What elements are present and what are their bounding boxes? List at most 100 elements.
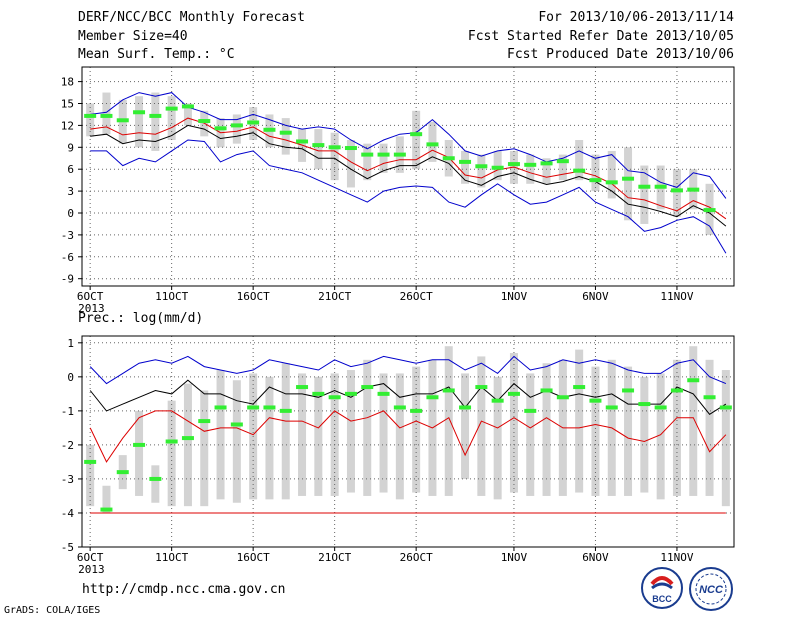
x-tick-label: 16OCT bbox=[237, 551, 270, 564]
spread-box bbox=[640, 165, 649, 224]
spread-box bbox=[509, 353, 518, 493]
median-marker bbox=[703, 395, 716, 400]
median-marker bbox=[491, 398, 504, 403]
spread-box bbox=[461, 150, 470, 184]
spread-box bbox=[298, 373, 307, 496]
median-marker bbox=[377, 391, 390, 396]
median-marker bbox=[475, 385, 488, 390]
median-marker bbox=[361, 385, 374, 390]
median-marker bbox=[654, 405, 667, 410]
median-marker bbox=[377, 152, 390, 157]
median-marker bbox=[133, 110, 146, 115]
spread-box bbox=[721, 370, 730, 507]
median-marker bbox=[638, 402, 651, 407]
x-tick-label: 26OCT bbox=[400, 290, 433, 303]
spread-box bbox=[689, 346, 698, 496]
y-tick-label: 18 bbox=[61, 76, 74, 89]
spread-box bbox=[477, 154, 486, 188]
spread-box bbox=[672, 359, 681, 496]
median-marker bbox=[442, 388, 455, 393]
median-marker bbox=[687, 187, 700, 192]
spread-box bbox=[477, 356, 486, 496]
median-marker bbox=[133, 442, 146, 447]
spread-box bbox=[151, 465, 160, 503]
plot-frame bbox=[81, 66, 735, 287]
spread-box bbox=[705, 359, 714, 496]
x-tick-label: 6NOV bbox=[582, 551, 609, 564]
spread-box bbox=[493, 150, 502, 181]
svg-text:BCC: BCC bbox=[652, 594, 672, 604]
median-marker bbox=[605, 180, 618, 185]
spread-box bbox=[379, 373, 388, 493]
spread-box bbox=[102, 92, 111, 135]
ncc-logo: NCC bbox=[689, 567, 733, 611]
spread-box bbox=[363, 143, 372, 181]
y-tick-label: 0 bbox=[67, 207, 74, 220]
median-marker bbox=[654, 184, 667, 189]
median-marker bbox=[622, 388, 635, 393]
median-marker bbox=[198, 119, 211, 124]
median-marker bbox=[670, 188, 683, 193]
x-tick-label: 11NOV bbox=[660, 551, 693, 564]
median-marker bbox=[247, 120, 260, 125]
median-marker bbox=[296, 139, 309, 144]
median-marker bbox=[214, 405, 227, 410]
x-tick-label: 1NOV bbox=[501, 551, 528, 564]
median-marker bbox=[84, 459, 97, 464]
spread-box bbox=[135, 96, 144, 148]
median-marker bbox=[279, 130, 292, 135]
median-marker bbox=[442, 156, 455, 161]
median-marker bbox=[687, 378, 700, 383]
source-url[interactable]: http://cmdp.ncc.cma.gov.cn bbox=[82, 582, 286, 597]
x-tick-label: 21OCT bbox=[318, 290, 351, 303]
spread-box bbox=[265, 376, 274, 500]
median-marker bbox=[507, 391, 520, 396]
spread-box bbox=[672, 169, 681, 217]
median-marker bbox=[100, 113, 113, 118]
x-tick-label: 6OCT bbox=[77, 551, 104, 564]
spread-box bbox=[526, 373, 535, 496]
y-tick-label: 9 bbox=[67, 141, 74, 154]
median-marker bbox=[622, 176, 635, 181]
spread-box bbox=[346, 370, 355, 493]
spread-box bbox=[591, 366, 600, 496]
series-line-min bbox=[89, 410, 727, 463]
spread-box bbox=[379, 143, 388, 173]
x-tick-label: 16OCT bbox=[237, 290, 270, 303]
median-marker bbox=[198, 419, 211, 424]
spread-box bbox=[183, 103, 192, 126]
spread-box bbox=[281, 118, 290, 155]
spread-box bbox=[542, 158, 551, 184]
y-tick-label: 15 bbox=[61, 98, 74, 111]
grads-credit: GrADS: COLA/IGES bbox=[4, 605, 101, 616]
median-marker bbox=[312, 391, 325, 396]
spread-box bbox=[86, 444, 95, 507]
median-marker bbox=[116, 118, 129, 123]
start-date: Fcst Started Refer Date 2013/10/05 bbox=[467, 29, 734, 44]
median-marker bbox=[247, 405, 260, 410]
spread-box bbox=[232, 114, 241, 144]
median-marker bbox=[230, 123, 243, 128]
median-marker bbox=[638, 184, 651, 189]
spread-box bbox=[151, 92, 160, 151]
spread-box bbox=[461, 373, 470, 479]
y-tick-label: 3 bbox=[67, 185, 74, 198]
median-marker bbox=[100, 507, 113, 512]
median-marker bbox=[328, 145, 341, 150]
series-line-max bbox=[89, 355, 727, 385]
x-tick-label: 11OCT bbox=[155, 290, 188, 303]
y-tick-label: -4 bbox=[61, 507, 75, 520]
spread-box bbox=[216, 370, 225, 500]
spread-box bbox=[183, 383, 192, 507]
median-marker bbox=[573, 168, 586, 173]
median-marker bbox=[459, 405, 472, 410]
median-marker bbox=[263, 127, 276, 132]
spread-box bbox=[493, 376, 502, 500]
temp-variable-label: Mean Surf. Temp.: °C bbox=[78, 47, 235, 62]
y-tick-label: 12 bbox=[61, 119, 74, 132]
x-tick-label: 11OCT bbox=[155, 551, 188, 564]
svg-text:NCC: NCC bbox=[699, 584, 724, 596]
spread-box bbox=[640, 376, 649, 493]
